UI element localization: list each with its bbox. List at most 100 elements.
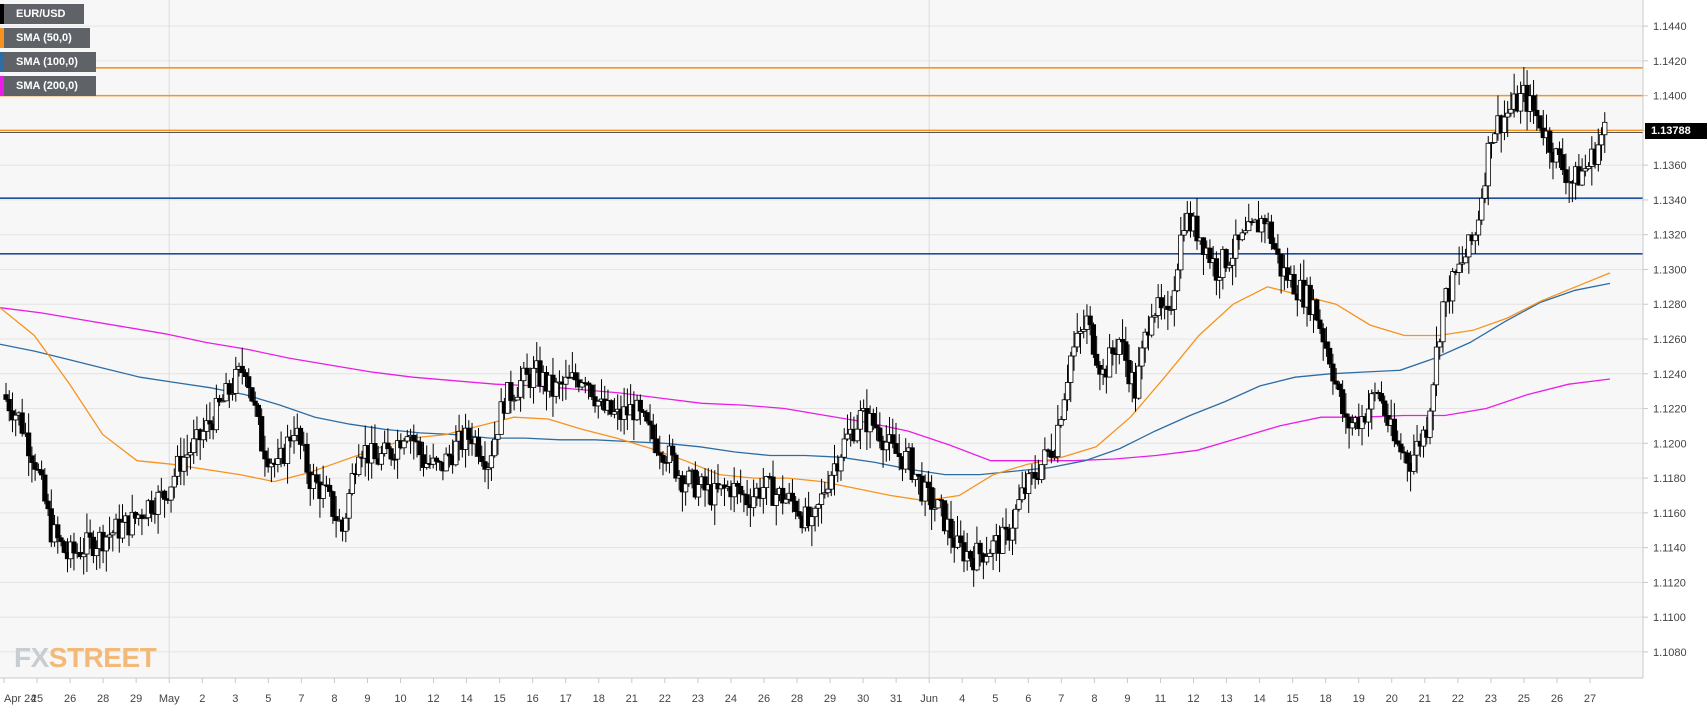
x-tick-label: 21 [626,693,638,705]
x-tick-label: 17 [560,693,572,705]
candle-body [553,381,559,397]
x-tick-label: 28 [791,693,803,705]
candle-body [246,376,252,389]
candle-body [702,476,708,491]
legend-item[interactable]: SMA (200,0) [0,76,96,96]
candle-body [1213,258,1219,281]
candle-body [1340,389,1346,415]
candle-body [760,487,766,499]
legend-item[interactable]: SMA (100,0) [0,52,96,72]
candle-body [168,486,174,501]
candle-body [385,442,391,450]
x-tick-label: 25 [31,693,43,705]
candle-body [1217,277,1223,281]
candle-body [935,499,941,509]
candle-body [1553,148,1559,163]
candle-body [1119,339,1126,343]
candle-body [1482,185,1488,199]
candle-body [291,434,297,442]
candles [3,67,1608,587]
vertical-gridlines [168,0,930,678]
candle-body [1336,383,1342,391]
candle-body [394,440,401,460]
candle-body [1317,319,1323,329]
x-tick-label: 20 [1386,693,1398,705]
candle-body [712,483,718,506]
candle-body [1314,299,1320,321]
candle-body [330,491,336,517]
candle-body [155,491,161,515]
candle-body [1071,346,1077,357]
legend-item[interactable]: EUR/USD [0,4,84,24]
candle-body [414,440,420,443]
candle-body [1534,109,1540,117]
candle-body [226,383,232,395]
candle-body [39,469,45,476]
candle-body [1488,142,1495,144]
candle-body [896,453,902,457]
candle-body [770,476,776,506]
candle-body [822,492,828,495]
candle-body [1518,93,1524,112]
candle-body [181,456,187,472]
candle-body [511,399,517,402]
candle-body [1479,197,1485,221]
x-tick-label: 24 [725,693,737,705]
candle-body [1275,248,1281,255]
candle-body [967,551,974,559]
candle-body [220,400,226,403]
candle-body [327,484,333,493]
candle-body [61,541,67,553]
candle-body [683,483,689,493]
candle-body [3,394,9,400]
candle-body [692,469,698,498]
candle-body [1259,218,1265,233]
candle-body [1349,422,1355,429]
candle-body [1369,393,1375,410]
candle-body [1404,452,1410,464]
candle-body [1058,419,1064,426]
candle-body [297,427,304,445]
candle-body [207,420,213,425]
candle-body [695,484,702,498]
candle-body [213,397,219,431]
candle-body [1598,134,1605,146]
candle-body [1142,331,1148,349]
x-tick-label: 16 [527,693,539,705]
x-tick-label: 7 [1058,693,1064,705]
candle-body [647,420,653,426]
candle-body [420,454,427,468]
candle-body [1016,499,1022,510]
x-tick-label: 26 [64,693,76,705]
candle-body [495,433,501,440]
x-tick-label: 31 [890,693,902,705]
candle-body [508,382,514,401]
candle-body [870,413,876,426]
candle-body [686,470,692,485]
x-tick-label: 12 [1187,693,1199,705]
candle-body [751,496,757,509]
candle-body [119,521,126,539]
x-tick-label: Jun [920,693,938,705]
x-tick-label: 9 [364,693,370,705]
legend-item[interactable]: SMA (50,0) [0,28,90,48]
candle-body [1094,353,1100,366]
candle-body [1378,393,1385,402]
candle-body [738,485,744,495]
candle-body [1074,332,1080,348]
candle-body [106,534,113,538]
candle-body [346,493,352,519]
candle-body [650,424,656,440]
x-tick-label: 8 [331,693,337,705]
candle-body [912,473,919,480]
candle-body [1048,450,1054,458]
candle-body [94,548,100,557]
candle-body [284,436,291,464]
candle-body [84,532,90,555]
y-tick-label: 1.1160 [1653,508,1686,520]
candle-body [1411,454,1417,472]
candle-body [744,494,750,506]
candle-body [1090,324,1097,355]
candle-body [1149,316,1155,336]
